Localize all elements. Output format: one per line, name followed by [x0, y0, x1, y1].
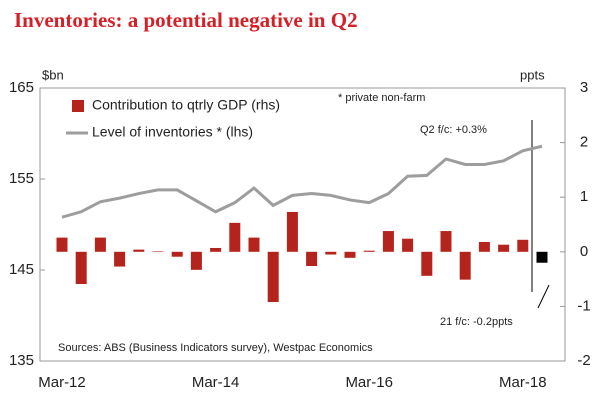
bar [382, 231, 394, 252]
bar [248, 237, 260, 252]
x-tick-label: Mar-18 [499, 374, 547, 391]
bar [440, 231, 452, 252]
y-tick-label: 155 [9, 170, 34, 187]
y2-tick-label: -1 [577, 297, 590, 314]
bar [210, 247, 222, 252]
bar [133, 249, 145, 252]
x-tick-label: Mar-16 [345, 374, 393, 391]
y2-tick-label: 1 [580, 188, 588, 205]
bar [459, 251, 471, 280]
annotation: 21 f/c: -0.2ppts [440, 316, 513, 328]
x-tick-label: Mar-14 [192, 374, 240, 391]
bar [94, 237, 106, 252]
y-tick-label: 145 [9, 261, 34, 278]
legend-label: Contribution to qtrly GDP (rhs) [92, 97, 280, 113]
line [61, 144, 543, 219]
bar [498, 244, 510, 252]
bar [152, 251, 164, 252]
y2-tick-label: 3 [580, 79, 588, 96]
bar [267, 251, 279, 303]
y2-tick-label: 2 [580, 134, 588, 151]
bar [363, 250, 375, 252]
legend-label: Level of inventories * (lhs) [92, 124, 253, 140]
source: Sources: ABS (Business Indicators survey… [58, 342, 373, 354]
bar [56, 237, 68, 252]
annotation: * private non-farm [338, 92, 425, 104]
bar [402, 238, 414, 252]
y-axis-label: $bn [42, 67, 64, 82]
bar [190, 251, 202, 270]
pointer [537, 284, 550, 309]
bar [536, 251, 548, 263]
chart-title: Inventories: a potential negative in Q2 [14, 8, 358, 32]
bar [114, 251, 126, 267]
bar [171, 251, 183, 257]
annotation: Q2 f/c: +0.3% [420, 124, 487, 136]
bar [478, 241, 490, 252]
bar [286, 211, 298, 252]
y-tick-label: 135 [9, 352, 34, 369]
bar [229, 222, 241, 252]
bar [344, 251, 356, 258]
bar [306, 251, 318, 266]
bar [517, 239, 529, 252]
bar [75, 251, 87, 285]
legend-swatch [72, 100, 84, 112]
bar [421, 251, 433, 276]
bar [325, 251, 337, 255]
x-tick-label: Mar-12 [38, 374, 86, 391]
plot-frame [39, 87, 566, 362]
y2-tick-label: 0 [580, 243, 588, 260]
y2-axis-label: ppts [520, 67, 545, 82]
y2-tick-label: -2 [577, 352, 590, 369]
y-tick-label: 165 [9, 79, 34, 96]
